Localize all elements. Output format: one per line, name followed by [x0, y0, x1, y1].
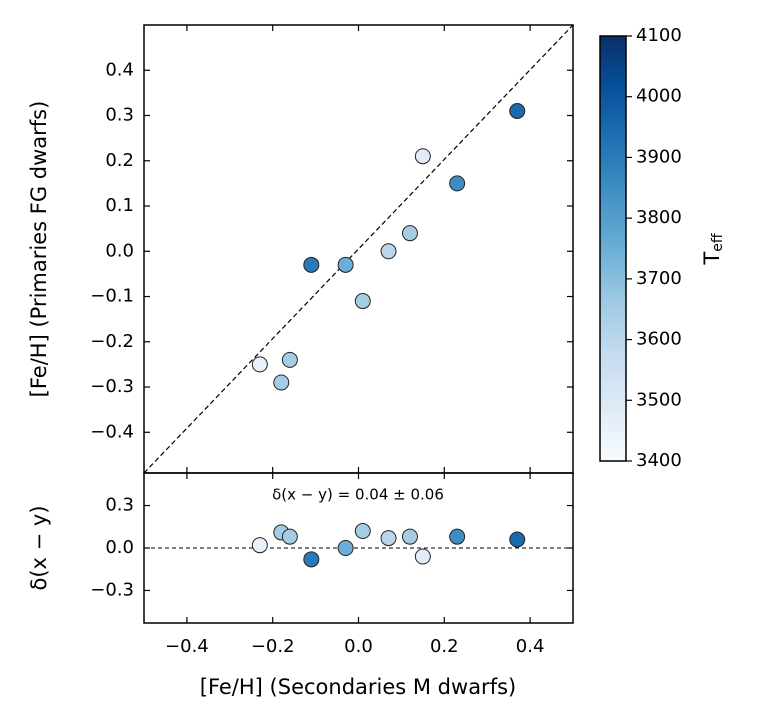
- point: [401, 225, 418, 242]
- point: [380, 530, 397, 547]
- colorbar-tick-label: 3700: [636, 268, 682, 289]
- colorbar-tick-label: 4000: [636, 86, 682, 107]
- point: [281, 351, 298, 368]
- point: [414, 148, 431, 165]
- colorbar-label-main: T: [700, 252, 724, 266]
- colorbar-tick-label: 4100: [636, 25, 682, 46]
- x-axis-label: [Fe/H] (Secondaries M dwarfs): [200, 675, 516, 699]
- colorbar-tick-label: 3600: [636, 329, 682, 350]
- point: [354, 523, 371, 540]
- y-tick-label: −0.4: [90, 421, 134, 442]
- x-tick-label: 0.4: [516, 636, 545, 657]
- point: [337, 540, 354, 556]
- point: [354, 293, 371, 310]
- one-to-one-line: [143, 24, 574, 474]
- y-tick-label: −0.2: [90, 331, 134, 352]
- x-tick-label: −0.4: [165, 636, 209, 657]
- point: [281, 528, 298, 545]
- colorbar-label-sub: eff: [710, 233, 726, 252]
- plot-frame: [143, 472, 574, 624]
- point: [251, 356, 268, 373]
- y-tick-label: −0.3: [90, 579, 134, 600]
- y-axis-label: [Fe/H] (Primaries FG dwarfs): [27, 101, 51, 398]
- point: [449, 175, 466, 192]
- colorbar-label: Teff: [700, 233, 726, 265]
- point: [414, 548, 431, 565]
- y-tick-label: 0.0: [105, 537, 134, 558]
- x-tick-label: −0.2: [251, 636, 295, 657]
- y-tick-label: 0.1: [105, 195, 134, 216]
- point: [509, 531, 526, 548]
- colorbar-tick-label: 3400: [636, 450, 682, 471]
- y-tick-label: 0.0: [105, 240, 134, 261]
- point: [509, 102, 526, 119]
- y-tick-label: 0.4: [105, 59, 134, 80]
- x-tick-label: 0.2: [430, 636, 459, 657]
- colorbar: [599, 35, 627, 462]
- colorbar-tick-label: 3900: [636, 146, 682, 167]
- x-tick-label: 0.0: [344, 636, 373, 657]
- point: [380, 243, 397, 260]
- residual-y-axis-label: δ(x − y): [27, 505, 51, 590]
- colorbar-tick-label: 3800: [636, 207, 682, 228]
- point: [449, 528, 466, 545]
- y-tick-label: 0.3: [105, 105, 134, 126]
- y-tick-label: −0.1: [90, 286, 134, 307]
- y-tick-label: 0.3: [105, 495, 134, 516]
- annotation: δ(x − y) = 0.04 ± 0.06: [272, 486, 444, 504]
- colorbar-tick-label: 3500: [636, 389, 682, 410]
- point: [303, 256, 320, 273]
- point: [303, 551, 320, 568]
- point: [401, 528, 418, 545]
- y-tick-label: −0.3: [90, 376, 134, 397]
- point: [273, 374, 290, 391]
- point: [337, 256, 354, 273]
- point: [251, 537, 268, 554]
- y-tick-label: 0.2: [105, 150, 134, 171]
